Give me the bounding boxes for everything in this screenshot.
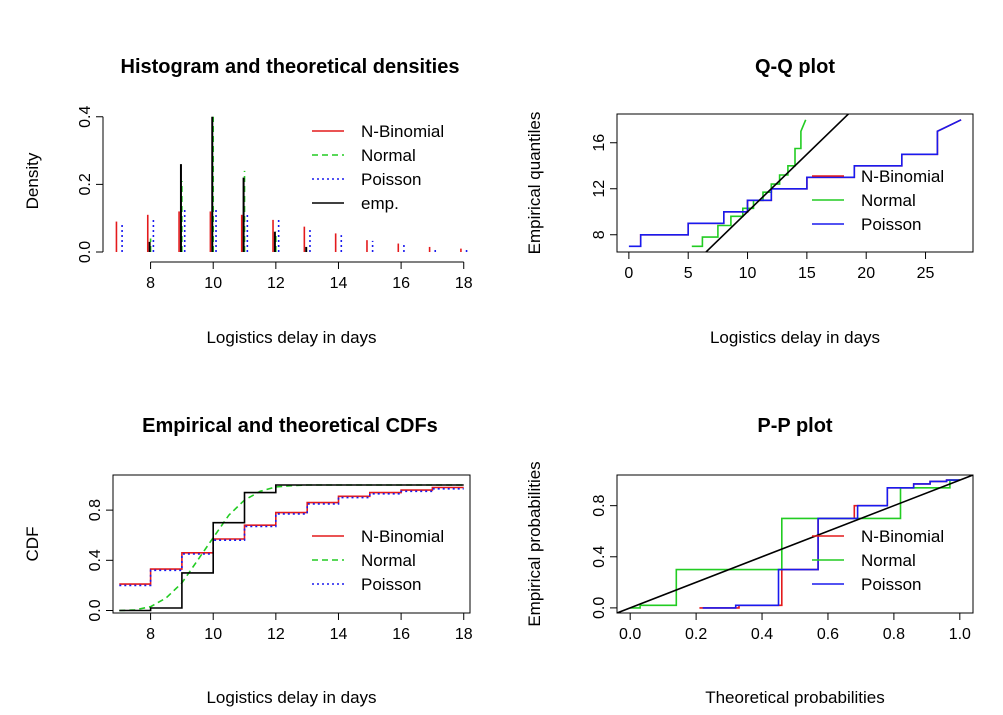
series-normal <box>119 484 464 612</box>
series-poisson <box>119 487 464 587</box>
panel-3: Empirical and theoretical CDFs Logistics … <box>23 415 473 707</box>
legend-label: Normal <box>861 551 916 570</box>
series-poisson <box>702 479 960 609</box>
x-tick-label: 10 <box>204 275 222 292</box>
chart-title: Empirical and theoretical CDFs <box>142 415 438 437</box>
y-tick-label: 8 <box>591 230 608 239</box>
y-axis-label: Density <box>23 152 42 209</box>
y-axis: 0.0 0.4 0.8 <box>87 499 114 622</box>
x-axis-label: Logistics delay in days <box>206 328 376 347</box>
legend-label: Poisson <box>361 575 421 594</box>
x-tick-label: 5 <box>684 265 693 282</box>
chart-title: Q-Q plot <box>755 56 835 78</box>
y-tick-label: 0.4 <box>591 546 608 568</box>
x-tick-label: 0.0 <box>619 626 641 643</box>
plot-data <box>628 114 962 252</box>
x-axis: 8 10 12 14 16 18 <box>146 612 473 643</box>
legend-label: N-Binomial <box>861 527 944 546</box>
plot-data <box>119 484 464 612</box>
legend-label: N-Binomial <box>361 122 444 141</box>
y-tick-label: 0.2 <box>77 173 94 195</box>
x-tick-label: 0 <box>624 265 633 282</box>
x-tick-label: 10 <box>204 626 222 643</box>
y-tick-label: 16 <box>591 134 608 152</box>
x-tick-label: 12 <box>267 275 285 292</box>
series-poisson <box>628 119 962 248</box>
y-tick-label: 12 <box>591 180 608 198</box>
legend: N-Binomial Normal Poisson <box>812 167 944 234</box>
x-tick-label: 16 <box>392 626 410 643</box>
x-tick-label: 16 <box>392 275 410 292</box>
y-tick-label: 0.0 <box>87 599 104 621</box>
x-tick-label: 12 <box>267 626 285 643</box>
legend-label: Normal <box>361 551 416 570</box>
series-normal <box>630 479 960 609</box>
chart-title: P-P plot <box>757 415 833 437</box>
x-tick-label: 20 <box>857 265 875 282</box>
y-axis-label: Empirical probabilities <box>525 461 544 626</box>
x-tick-label: 0.8 <box>883 626 905 643</box>
legend-label: Poisson <box>861 215 921 234</box>
y-tick-label: 0.4 <box>87 549 104 571</box>
legend-label: Poisson <box>861 575 921 594</box>
x-tick-label: 15 <box>798 265 816 282</box>
y-tick-label: 0.8 <box>87 499 104 521</box>
y-tick-label: 0.0 <box>591 597 608 619</box>
legend: N-Binomial Normal Poisson <box>812 527 944 594</box>
y-axis-label: CDF <box>23 527 42 562</box>
legend-label: Poisson <box>361 170 421 189</box>
panel-2: Q-Q plot Logistics delay in days Empirical… <box>525 56 974 347</box>
legend-label: Normal <box>361 146 416 165</box>
y-tick-label: 0.0 <box>77 241 94 263</box>
x-tick-label: 18 <box>455 626 473 643</box>
reference-line <box>704 114 850 252</box>
panel-1: Histogram and theoretical densities Logis… <box>23 56 473 347</box>
x-tick-label: 14 <box>330 275 348 292</box>
y-axis: 8 12 16 <box>591 134 618 239</box>
legend: N-Binomial Normal Poisson emp. <box>312 122 444 213</box>
x-tick-label: 25 <box>917 265 935 282</box>
x-tick-label: 10 <box>739 265 757 282</box>
legend-label: N-Binomial <box>861 167 944 186</box>
reference-line <box>617 475 973 613</box>
x-tick-label: 0.2 <box>685 626 707 643</box>
legend-label: Normal <box>861 191 916 210</box>
y-axis: 0.0 0.2 0.4 <box>77 106 104 263</box>
x-tick-label: 8 <box>146 626 155 643</box>
panel-4: P-P plot Theoretical probabilities Empiric… <box>525 415 974 707</box>
y-axis: 0.0 0.4 0.8 <box>591 494 618 619</box>
x-axis-label: Logistics delay in days <box>710 328 880 347</box>
x-tick-label: 0.6 <box>817 626 839 643</box>
plot-data <box>115 116 468 252</box>
y-tick-label: 0.4 <box>77 106 94 128</box>
x-axis: 8 10 12 14 16 18 <box>146 261 473 292</box>
x-tick-label: 18 <box>455 275 473 292</box>
x-axis: 0 5 10 15 20 25 <box>624 251 935 282</box>
x-axis-label: Logistics delay in days <box>206 688 376 707</box>
x-tick-label: 8 <box>146 275 155 292</box>
x-tick-label: 0.4 <box>751 626 773 643</box>
legend-label: N-Binomial <box>361 527 444 546</box>
chart-title: Histogram and theoretical densities <box>121 56 460 78</box>
x-tick-label: 14 <box>330 626 348 643</box>
series-empirical <box>119 484 464 612</box>
y-axis-label: Empirical quantiles <box>525 112 544 255</box>
y-tick-label: 0.8 <box>591 494 608 516</box>
plot-data <box>617 475 973 613</box>
x-tick-label: 1.0 <box>949 626 971 643</box>
legend: N-Binomial Normal Poisson <box>312 527 444 594</box>
series-normal <box>691 119 807 248</box>
x-axis-label: Theoretical probabilities <box>705 688 885 707</box>
x-axis: 0.0 0.2 0.4 0.6 0.8 1.0 <box>619 612 971 643</box>
legend-label: emp. <box>361 194 399 213</box>
